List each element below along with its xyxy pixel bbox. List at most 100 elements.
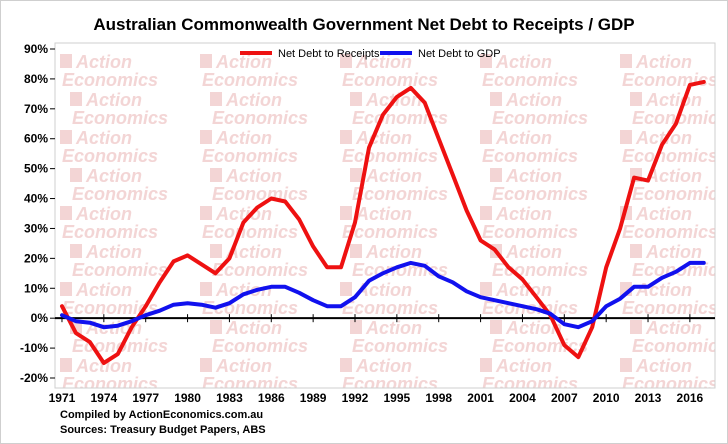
watermark-text: Action bbox=[365, 242, 422, 262]
watermark-text: Action bbox=[635, 356, 692, 376]
watermark-text: Economics bbox=[622, 146, 718, 166]
watermark-logo-mark bbox=[340, 54, 352, 68]
watermark-logo-mark bbox=[480, 206, 492, 220]
x-tick-label: 2016 bbox=[677, 391, 704, 405]
watermark-logo-mark bbox=[340, 206, 352, 220]
watermark-text: Action bbox=[495, 52, 552, 72]
legend: Net Debt to Receipts Net Debt to GDP bbox=[240, 48, 501, 60]
watermark-text: Economics bbox=[62, 298, 158, 318]
watermark-logo-mark bbox=[60, 54, 72, 68]
series-line-net-debt-to-gdp bbox=[60, 260, 706, 330]
watermark-text: Action bbox=[215, 52, 272, 72]
footnote-sources: Sources: Treasury Budget Papers, ABS bbox=[60, 424, 266, 436]
watermark-text: Action bbox=[645, 242, 702, 262]
watermark-text: Economics bbox=[352, 108, 448, 128]
legend-label-gdp: Net Debt to GDP bbox=[418, 48, 501, 60]
watermark-text: Action bbox=[645, 318, 702, 338]
watermark-text: Action bbox=[85, 90, 142, 110]
y-tick-label: -10% bbox=[20, 341, 48, 355]
y-tick-label: 10% bbox=[24, 281, 48, 295]
watermark-text: Action bbox=[355, 204, 412, 224]
watermark-text: Action bbox=[495, 280, 552, 300]
watermark-logo-mark bbox=[70, 244, 82, 258]
watermark-logo-mark bbox=[340, 130, 352, 144]
watermark-logo-mark bbox=[630, 244, 642, 258]
watermark-text: Action bbox=[75, 280, 132, 300]
watermark-logo-mark bbox=[210, 244, 222, 258]
x-tick-label: 2010 bbox=[593, 391, 620, 405]
watermark-text: Economics bbox=[72, 260, 168, 280]
watermark-text: Economics bbox=[482, 222, 578, 242]
watermark-text: Economics bbox=[62, 146, 158, 166]
chart-title: Australian Commonwealth Government Net D… bbox=[93, 15, 634, 34]
watermark-text: Economics bbox=[482, 70, 578, 90]
watermark-text: Action bbox=[645, 166, 702, 186]
y-tick-label: 70% bbox=[24, 102, 48, 116]
watermark-logo-mark bbox=[620, 54, 632, 68]
watermark-text: Economics bbox=[202, 374, 298, 394]
watermark-logo-mark bbox=[480, 358, 492, 372]
watermark-text: Economics bbox=[632, 336, 728, 356]
watermark-logo-mark bbox=[200, 54, 212, 68]
watermark-logo-mark bbox=[210, 320, 222, 334]
y-tick-label: 30% bbox=[24, 221, 48, 235]
watermark-logo-mark bbox=[60, 206, 72, 220]
watermark-text: Economics bbox=[342, 146, 438, 166]
watermark-text: Economics bbox=[62, 70, 158, 90]
watermark-text: Action bbox=[505, 318, 562, 338]
y-tick-label: 90% bbox=[24, 42, 48, 56]
watermark-logo-mark bbox=[200, 206, 212, 220]
watermark-text: Action bbox=[355, 128, 412, 148]
watermark-logo-mark bbox=[210, 168, 222, 182]
x-tick-label: 1974 bbox=[90, 391, 117, 405]
watermark-text: Action bbox=[225, 242, 282, 262]
watermark-text: Economics bbox=[342, 222, 438, 242]
watermark-text: Economics bbox=[72, 108, 168, 128]
watermark-text: Action bbox=[75, 356, 132, 376]
watermark-logo-mark bbox=[60, 130, 72, 144]
watermark-text: Economics bbox=[342, 298, 438, 318]
x-axis: 1971 1974 1977 1980 1983 1986 1989 1992 1995 1998… bbox=[49, 314, 704, 405]
watermark-logo-mark bbox=[340, 282, 352, 296]
x-tick-label: 1977 bbox=[132, 391, 159, 405]
y-tick-label: 50% bbox=[24, 162, 48, 176]
watermark-text: Action bbox=[645, 90, 702, 110]
x-tick-label: 2013 bbox=[635, 391, 662, 405]
watermark-text: Action bbox=[355, 356, 412, 376]
watermark-text: Action bbox=[635, 204, 692, 224]
y-tick-label: 60% bbox=[24, 132, 48, 146]
series-lines bbox=[60, 79, 706, 365]
watermark-logo-mark bbox=[490, 92, 502, 106]
watermark-text: Economics bbox=[62, 374, 158, 394]
y-tick-label: 40% bbox=[24, 192, 48, 206]
watermark-logo-mark bbox=[350, 320, 362, 334]
watermark: ActionEconomicsActionEconomicsActionEcon… bbox=[60, 52, 728, 394]
x-tick-label: 2001 bbox=[467, 391, 494, 405]
y-tick-label: 80% bbox=[24, 72, 48, 86]
watermark-logo-mark bbox=[200, 282, 212, 296]
watermark-logo-mark bbox=[620, 130, 632, 144]
watermark-text: Economics bbox=[622, 222, 718, 242]
watermark-text: Action bbox=[215, 356, 272, 376]
watermark-text: Economics bbox=[492, 184, 588, 204]
watermark-text: Economics bbox=[72, 184, 168, 204]
x-tick-label: 2004 bbox=[509, 391, 536, 405]
x-tick-label: 1971 bbox=[49, 391, 76, 405]
plot-area bbox=[54, 42, 716, 389]
watermark-logo-mark bbox=[70, 168, 82, 182]
watermark-logo-mark bbox=[480, 54, 492, 68]
legend-label-receipts: Net Debt to Receipts bbox=[278, 48, 380, 60]
y-axis: 90% 80% 70% 60% 50% 40% 30% 20% 10% 0% -10% -20% bbox=[20, 42, 55, 385]
watermark-text: Action bbox=[635, 128, 692, 148]
watermark-text: Economics bbox=[202, 222, 298, 242]
watermark-text: Action bbox=[635, 280, 692, 300]
watermark-logo-mark bbox=[480, 130, 492, 144]
x-tick-label: 2007 bbox=[551, 391, 578, 405]
watermark-text: Economics bbox=[212, 184, 308, 204]
watermark-text: Economics bbox=[352, 336, 448, 356]
watermark-text: Action bbox=[505, 242, 562, 262]
watermark-text: Action bbox=[635, 52, 692, 72]
watermark-logo-mark bbox=[480, 282, 492, 296]
watermark-text: Action bbox=[85, 166, 142, 186]
